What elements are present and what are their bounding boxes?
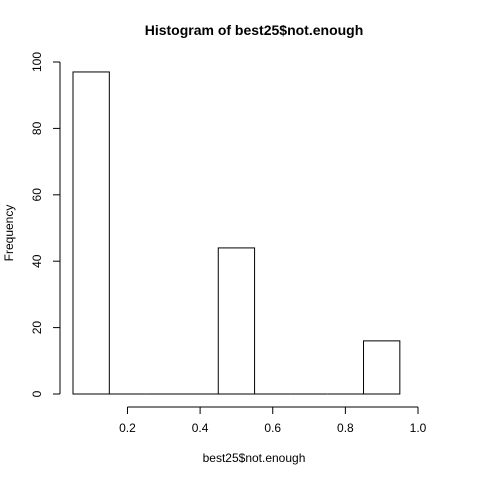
y-tick-label-4: 80	[30, 121, 44, 135]
x-tick-label-2: 0.6	[264, 421, 281, 435]
x-axis-label: best25$not.enough	[203, 451, 306, 465]
x-tick-label-0: 0.2	[119, 421, 136, 435]
y-tick-label-1: 20	[30, 321, 44, 335]
histogram-bar-0	[72, 71, 110, 395]
x-tick-label-1: 0.4	[192, 421, 209, 435]
y-axis-label: Frequency	[2, 205, 16, 262]
histogram-bar-8	[363, 340, 401, 395]
y-tick-label-2: 40	[30, 254, 44, 268]
y-tick-label-3: 60	[30, 188, 44, 202]
x-tick-label-4: 1.0	[410, 421, 427, 435]
histogram-bar-4	[217, 247, 256, 395]
bars-group	[72, 71, 401, 395]
x-axis: 0.2 0.4 0.6 0.8 1.0	[119, 406, 427, 435]
chart-title: Histogram of best25$not.enough	[145, 22, 364, 38]
y-axis: 0 20 40 60 80 100	[30, 52, 61, 397]
y-tick-label-0: 0	[30, 390, 44, 397]
x-tick-label-3: 0.8	[337, 421, 354, 435]
y-tick-label-5: 100	[30, 52, 44, 72]
